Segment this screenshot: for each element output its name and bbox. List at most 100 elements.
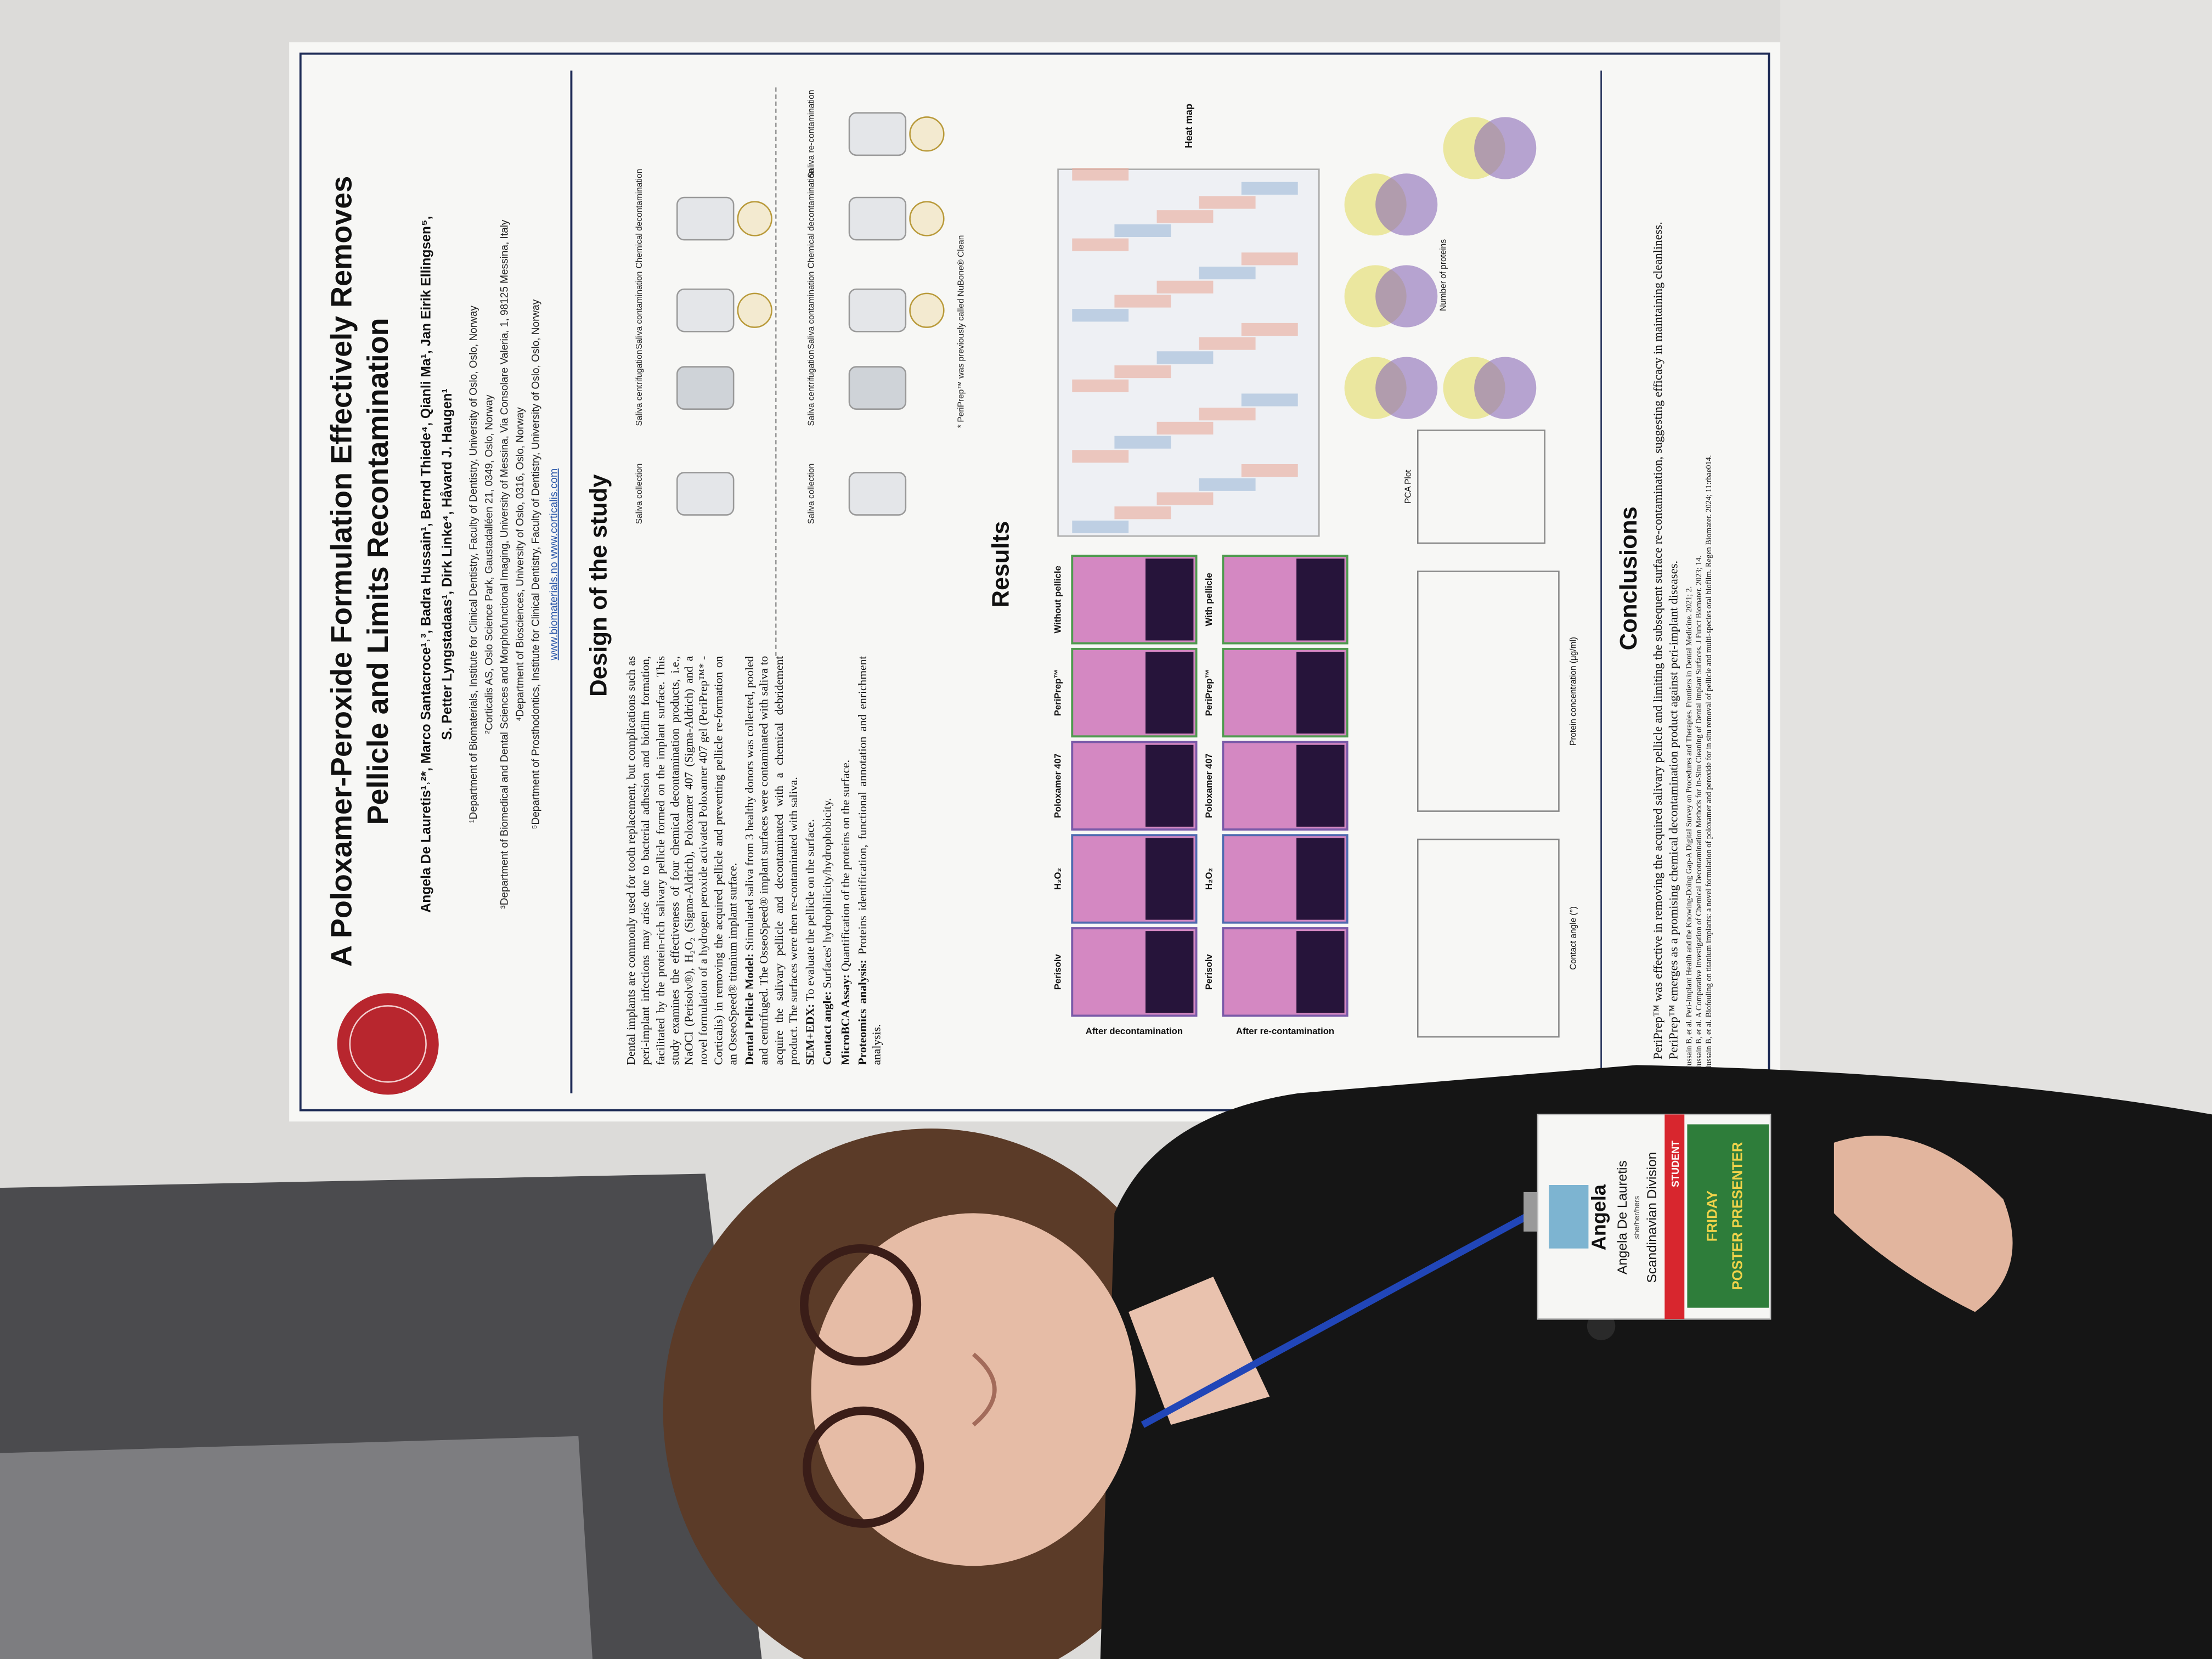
edx-map	[1296, 931, 1345, 1013]
ribbon-text: POSTER PRESENTER	[1730, 1142, 1746, 1290]
lanyard	[1141, 1207, 1539, 1428]
step-label: Saliva collection	[807, 464, 816, 524]
heatmap-cell	[1072, 309, 1129, 322]
name-badge: Angela Angela De Lauretis she/her/hers S…	[1537, 1114, 1771, 1320]
affiliation: ¹Department of Biomaterials, Institute f…	[468, 306, 479, 823]
heatmap-cell	[1199, 196, 1256, 209]
step-label: Saliva re-contamination	[807, 90, 816, 178]
column-label: Perisolv	[1204, 954, 1214, 990]
venn	[1474, 357, 1537, 419]
top	[1128, 1277, 1270, 1425]
badge-full-name: Angela De Lauretis	[1615, 1160, 1630, 1274]
hands	[1833, 1136, 2013, 1312]
row-label: After re-contamination	[1236, 1026, 1334, 1036]
edx-map	[1146, 838, 1194, 920]
heatmap-cell	[1156, 210, 1214, 223]
poster-sheet	[289, 42, 1781, 1122]
venn	[1375, 173, 1438, 236]
step-label: Saliva contamination	[807, 272, 816, 349]
panel-label: Heat map	[1183, 104, 1194, 148]
heatmap-cell	[1241, 182, 1298, 195]
step-icon	[848, 472, 907, 516]
step-icon	[909, 116, 945, 152]
panel-label: Contact angle (°)	[1568, 906, 1578, 970]
venn	[1375, 357, 1438, 419]
method: Contact angle: Surfaces' hydrophilicity/…	[821, 656, 836, 1065]
conclusions-body: PeriPrep™ was effective in removing the …	[1651, 64, 1716, 1079]
edx-map	[1146, 652, 1194, 734]
edx-map	[1296, 558, 1345, 641]
heatmap-cell	[1241, 464, 1298, 477]
heatmap-cell	[1072, 520, 1129, 534]
column-label: Perisolv	[1053, 954, 1063, 990]
boxplot-area	[1417, 571, 1560, 812]
column-label: H₂O₂	[1053, 868, 1063, 890]
floor-panel	[0, 1436, 592, 1659]
step-label: Chemical decontamination	[635, 169, 644, 269]
column-label: Poloxamer 407	[1204, 753, 1214, 818]
badge-role-strip	[1664, 1114, 1685, 1319]
authors: S. Petter Lyngstadaas¹, Dirk Linke⁴, Håv…	[440, 388, 455, 740]
reference: 1. Hussain B, et al. Peri-Implant Health…	[1686, 586, 1695, 1080]
panel-label: Protein concentration (µg/ml)	[1568, 637, 1578, 746]
intro: Dental implants are commonly used for to…	[625, 656, 739, 1065]
method-label: MicroBCA Assay:	[838, 974, 851, 1065]
step-icon	[676, 288, 735, 332]
face	[811, 1213, 1136, 1566]
pca-plot	[1417, 430, 1546, 544]
heatmap-cell	[1199, 267, 1256, 280]
badge-first-name: Angela	[1587, 1184, 1610, 1250]
heatmap-cell	[1241, 323, 1298, 336]
heatmap-cell	[1199, 337, 1256, 350]
step-icon	[737, 292, 772, 328]
heatmap-cell	[1241, 393, 1298, 407]
method: SEM+EDX: To evaluate the pellicle on the…	[804, 656, 819, 1065]
column-label: PeriPrep™	[1053, 669, 1063, 716]
reference: 3. Hussain B, et al. Biofouling on titan…	[1706, 455, 1714, 1080]
design-body: Dental implants are commonly used for to…	[625, 656, 885, 1065]
glasses-lens	[800, 1244, 922, 1366]
method: Proteomics analysis: Proteins identifica…	[856, 656, 885, 1065]
bullet-list: PeriPrep™ was effective in removing the …	[1651, 64, 1681, 1079]
title-line: A Poloxamer-Peroxide Formulation Effecti…	[325, 176, 358, 967]
heatmap-cell	[1072, 168, 1129, 181]
heatmap-cell	[1199, 408, 1256, 421]
affiliation: ⁴Department of Biosciences, University o…	[515, 407, 526, 721]
step-icon	[848, 112, 907, 156]
column-label: PeriPrep™	[1204, 669, 1214, 716]
section-heading: Conclusions	[1615, 506, 1642, 650]
reference: 2. Hussain B, et al. A Comparative Inves…	[1696, 555, 1705, 1080]
mouth	[972, 1352, 997, 1427]
method-label: Dental Pellicle Model:	[743, 953, 757, 1065]
badge-division: Scandinavian Division	[1645, 1152, 1660, 1283]
step-label: Saliva collection	[635, 464, 644, 524]
method-label: Contact angle:	[821, 991, 834, 1065]
poster: A Poloxamer-Peroxide Formulation Effecti…	[289, 42, 1780, 1121]
bullet: PeriPrep™ emerges as a promising chemica…	[1666, 64, 1681, 1059]
university-logo	[337, 993, 439, 1095]
heatmap-cell	[1114, 506, 1171, 520]
heatmap-cell	[1156, 280, 1214, 294]
heatmap-cell	[1156, 351, 1214, 364]
edx-map	[1296, 744, 1345, 827]
badge-logo	[1549, 1185, 1589, 1249]
step-label: Saliva centrifugation	[807, 350, 816, 426]
section-heading: Design of the study	[585, 474, 612, 697]
method-text: Surfaces' hydrophilicity/hydrophobicity.	[821, 798, 834, 989]
step-icon	[848, 366, 907, 410]
poster-border	[299, 52, 1770, 1111]
step-icon	[848, 196, 907, 241]
website: www.biomaterials.no www.corticalis.com	[548, 469, 560, 661]
heatmap-cell	[1156, 421, 1214, 435]
conclusions-text: PeriPrep™ was effective in removing the …	[1651, 64, 1764, 1079]
step-icon	[737, 201, 772, 236]
heatmap-cell	[1114, 295, 1171, 308]
authors: Angela De Lauretis¹˒²*, Marco Santacroce…	[419, 216, 433, 913]
step-label: Chemical decontamination	[807, 169, 816, 269]
column-label: H₂O₂	[1204, 868, 1214, 890]
ribbon	[1687, 1124, 1769, 1308]
affiliation: ³Department of Biomedical and Dental Sci…	[499, 219, 511, 909]
person	[663, 1065, 2212, 1659]
